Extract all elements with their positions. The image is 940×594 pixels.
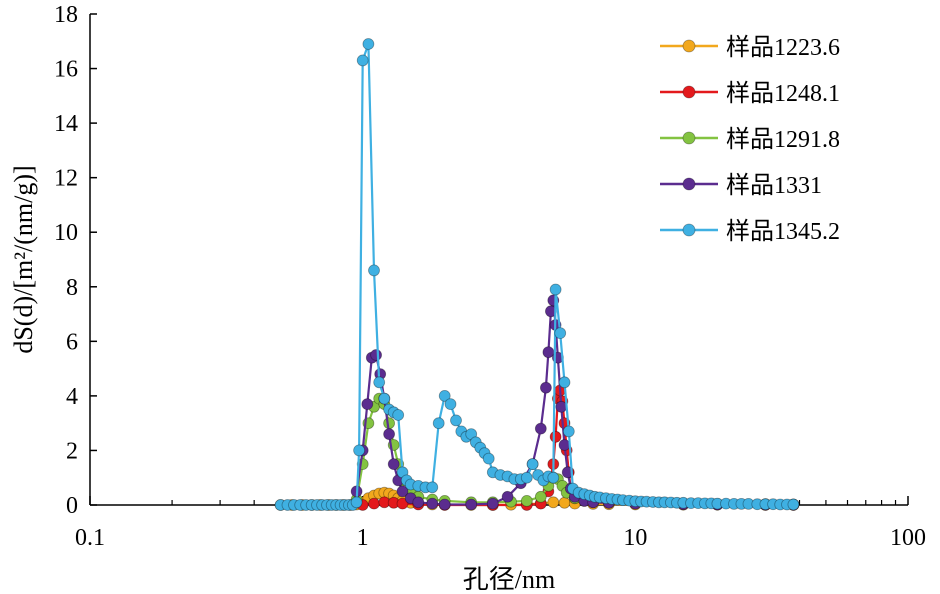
series-5 [274,38,800,511]
legend-label: 样品1248.1 [726,80,840,107]
legend-label: 样品1345.2 [726,218,840,245]
x-tick-label: 1 [357,525,369,551]
data-point [362,38,375,50]
data-point [562,425,575,438]
data-point [534,422,547,435]
data-point [361,398,374,411]
data-point [356,54,369,67]
legend-marker [682,223,696,237]
series-layer [274,38,800,511]
data-point [438,389,451,402]
data-point [438,498,451,511]
x-tick-label: 100 [890,525,926,551]
legend-item: 样品1291.8 [660,126,840,153]
data-point [396,485,409,498]
y-tick-label: 8 [66,275,78,301]
data-point [426,497,439,510]
data-point [373,376,386,389]
data-point [520,494,533,507]
legend-marker [682,177,696,191]
data-point [392,409,405,421]
data-point [412,496,425,509]
series-line [280,42,794,507]
legend-item: 样品1331 [660,172,822,199]
y-tick-label: 16 [54,57,78,83]
series-4 [350,294,800,511]
data-point [353,444,366,457]
data-point [554,327,567,340]
data-point [526,458,539,471]
axes: 0 2 4 6 8 10 12 14 16 18 0.1 1 10 100 孔径/nm dS(d)/[m²/(… [9,2,926,594]
data-point [482,452,495,465]
data-point [368,264,380,277]
data-point [350,496,363,509]
legend-marker [682,85,696,99]
legend-label: 样品1223.6 [726,34,840,61]
legend-label: 样品1291.8 [726,126,840,153]
data-point [432,417,445,430]
data-point [549,430,562,443]
data-point [534,490,547,503]
y-tick-label: 18 [54,2,78,28]
x-axis-title: 孔径/nm [463,565,555,594]
legend-marker [682,131,696,145]
data-point [368,497,380,510]
data-point [465,498,478,511]
data-point [378,392,391,405]
legend-label: 样品1331 [726,172,822,199]
data-point [787,498,800,511]
y-tick-label: 6 [66,329,78,355]
data-point [558,376,571,389]
data-point [520,471,533,484]
data-point [547,496,560,509]
y-tick-label: 10 [54,220,78,246]
data-point [549,283,562,296]
legend-item: 样品1345.2 [660,218,840,245]
data-point [547,471,560,484]
x-tick-label: 10 [623,525,647,551]
y-tick-label: 0 [66,493,78,519]
data-point [387,458,400,471]
data-point [396,497,409,510]
legend-item: 样品1248.1 [660,80,840,107]
data-point [558,439,571,451]
data-point [383,428,396,441]
data-point [501,490,514,503]
data-point [558,496,571,509]
x-tick-label: 0.1 [75,525,105,551]
data-point [540,381,552,394]
legend-item: 样品1223.6 [660,34,840,61]
y-tick-label: 4 [66,384,78,410]
series-line [355,299,794,506]
data-point [370,349,383,361]
y-tick-label: 14 [54,111,78,137]
data-point [450,414,462,427]
data-point [486,497,499,510]
data-point [444,398,457,411]
data-point [555,400,568,413]
legend: 样品1223.6 样品1248.1 样品1291.8 样品1331 样品1345.2 [660,34,840,245]
y-axis-title: dS(d)/[m²/(nm/g)] [9,165,38,353]
y-tick-label: 2 [66,438,78,464]
data-point [426,481,439,494]
y-tick-label: 12 [54,166,78,192]
legend-marker [682,39,696,53]
